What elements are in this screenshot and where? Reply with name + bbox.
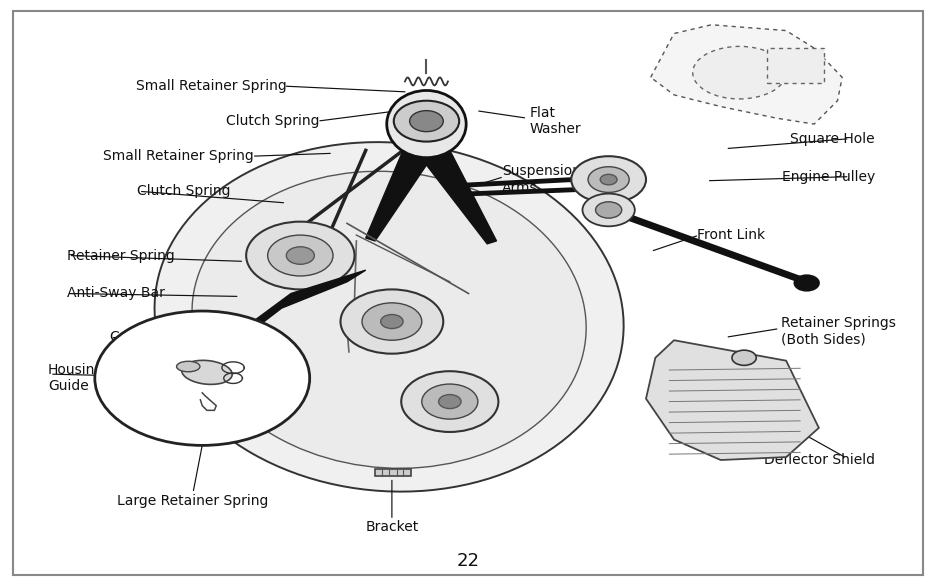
Circle shape bbox=[246, 222, 354, 289]
Polygon shape bbox=[645, 340, 818, 460]
Text: 22: 22 bbox=[457, 552, 479, 570]
Circle shape bbox=[401, 371, 498, 432]
Text: Retainer Springs
(Both Sides): Retainer Springs (Both Sides) bbox=[781, 316, 896, 346]
Polygon shape bbox=[365, 150, 496, 244]
Ellipse shape bbox=[192, 171, 586, 468]
Text: Clutch Spring: Clutch Spring bbox=[137, 184, 230, 198]
FancyBboxPatch shape bbox=[374, 469, 410, 476]
Text: Collar: Collar bbox=[109, 330, 149, 345]
Text: Housing
Guide: Housing Guide bbox=[48, 363, 104, 393]
Ellipse shape bbox=[182, 360, 232, 384]
Circle shape bbox=[600, 174, 617, 185]
Circle shape bbox=[361, 303, 421, 340]
Text: Suspension
Arms: Suspension Arms bbox=[502, 164, 580, 195]
Text: Retainer Spring: Retainer Spring bbox=[66, 248, 174, 262]
Text: Small Retainer Spring: Small Retainer Spring bbox=[136, 79, 286, 93]
Text: Front Link: Front Link bbox=[696, 228, 765, 242]
Ellipse shape bbox=[176, 361, 199, 372]
Circle shape bbox=[582, 194, 634, 227]
Circle shape bbox=[571, 156, 645, 203]
Circle shape bbox=[286, 247, 314, 264]
FancyBboxPatch shape bbox=[12, 11, 923, 575]
Text: Engine Pulley: Engine Pulley bbox=[781, 170, 874, 184]
Ellipse shape bbox=[387, 90, 466, 158]
Text: Bracket: Bracket bbox=[365, 520, 418, 534]
Circle shape bbox=[380, 315, 402, 329]
Circle shape bbox=[409, 110, 443, 131]
Text: Deflector Shield: Deflector Shield bbox=[763, 453, 874, 467]
Text: Square Hole: Square Hole bbox=[789, 131, 874, 146]
Circle shape bbox=[595, 202, 622, 218]
Text: Flat
Washer: Flat Washer bbox=[529, 106, 580, 136]
Text: Anti-Sway Bar: Anti-Sway Bar bbox=[66, 286, 165, 301]
Circle shape bbox=[95, 311, 310, 446]
Circle shape bbox=[588, 167, 628, 193]
Ellipse shape bbox=[154, 142, 623, 492]
Circle shape bbox=[794, 275, 818, 291]
Text: Large Retainer Spring: Large Retainer Spring bbox=[117, 494, 269, 508]
Circle shape bbox=[438, 394, 461, 409]
Circle shape bbox=[731, 350, 755, 365]
Text: Clutch Spring: Clutch Spring bbox=[226, 114, 318, 128]
Polygon shape bbox=[240, 270, 365, 340]
Ellipse shape bbox=[692, 46, 785, 99]
Circle shape bbox=[393, 101, 459, 141]
Text: Small Retainer Spring: Small Retainer Spring bbox=[103, 149, 254, 163]
Circle shape bbox=[340, 289, 443, 354]
Circle shape bbox=[268, 235, 332, 276]
Circle shape bbox=[421, 384, 477, 419]
Polygon shape bbox=[650, 25, 841, 124]
FancyBboxPatch shape bbox=[767, 48, 823, 83]
